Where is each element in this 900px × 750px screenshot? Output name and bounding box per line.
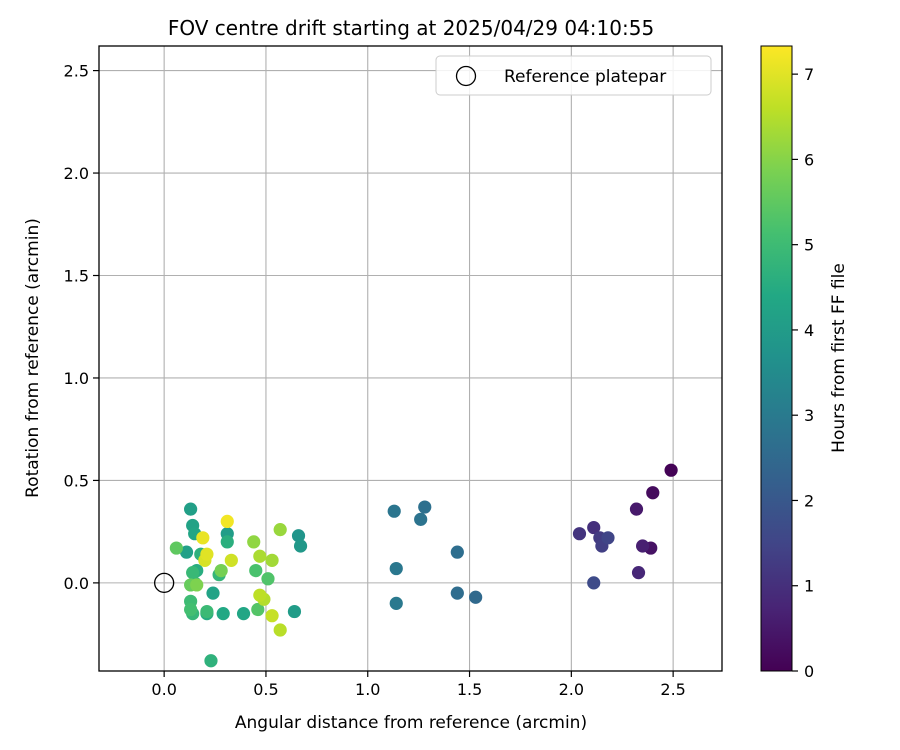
colorbar-tick-label: 6: [804, 150, 814, 169]
data-point: [261, 572, 275, 586]
data-point: [169, 541, 183, 555]
data-point: [572, 527, 587, 541]
colorbar-tick-label: 5: [804, 236, 814, 255]
data-point: [184, 602, 198, 617]
colorbar-label: Hours from first FF file: [829, 263, 849, 453]
x-tick-label: 1.5: [457, 680, 482, 699]
data-point: [247, 535, 261, 549]
data-point: [253, 549, 267, 563]
data-point: [635, 539, 650, 553]
data-point: [184, 502, 198, 516]
x-tick-label: 0.5: [253, 680, 278, 699]
x-tick-label: 0.0: [151, 680, 176, 699]
data-point: [216, 607, 230, 621]
data-point: [200, 547, 214, 561]
data-point: [204, 654, 218, 668]
data-point: [265, 609, 279, 623]
colorbar-bar: [760, 45, 793, 672]
data-point: [186, 566, 200, 580]
colorbar-tick-label: 1: [804, 577, 814, 596]
colorbar-tick-label: 7: [804, 65, 814, 84]
data-point: [179, 545, 194, 559]
data-point: [629, 502, 644, 516]
reference-marker-group: [154, 572, 175, 594]
y-tick-label: 0.0: [64, 574, 89, 593]
data-point: [249, 563, 263, 578]
data-point: [469, 590, 483, 604]
data-point: [631, 566, 646, 580]
legend-marker: [455, 65, 477, 87]
data-point: [224, 553, 238, 567]
y-tick-label: 2.0: [64, 164, 89, 183]
data-point: [214, 563, 228, 578]
chart-title: FOV centre drift starting at 2025/04/29 …: [168, 16, 654, 40]
data-point: [265, 553, 279, 567]
data-point: [273, 623, 287, 637]
data-point: [587, 520, 601, 535]
data-point: [220, 535, 234, 549]
y-tick-label: 1.0: [64, 369, 89, 388]
grid-lines: [99, 46, 722, 671]
data-point: [251, 602, 265, 617]
colorbar-tick-label: 0: [804, 662, 814, 681]
colorbar: 0 1 2 3 4 5 6 7 Hours from first FF file: [760, 45, 849, 681]
data-point: [293, 539, 308, 553]
data-point: [389, 561, 403, 576]
data-point: [601, 531, 615, 545]
data-point: [196, 531, 210, 545]
data-point: [418, 500, 432, 514]
colorbar-tick-label: 3: [804, 406, 814, 425]
y-tick-label: 1.5: [64, 267, 89, 286]
reference-marker: [154, 572, 175, 594]
data-point: [387, 504, 401, 518]
colorbar-ticks: 0 1 2 3 4 5 6 7: [792, 65, 814, 681]
data-point: [646, 486, 660, 500]
legend-entry-reference-platepar: Reference platepar: [504, 67, 666, 87]
data-point: [664, 463, 678, 477]
y-axis-label: Rotation from reference (arcmin): [23, 218, 43, 498]
data-point: [291, 529, 306, 543]
x-axis-label: Angular distance from reference (arcmin): [235, 713, 587, 733]
data-point: [206, 586, 220, 600]
y-axis-ticks: 0.0 0.5 1.0 1.5 2.0 2.5: [64, 62, 99, 593]
data-point: [389, 596, 403, 610]
data-point: [450, 586, 464, 600]
data-points: [169, 463, 678, 668]
data-point: [200, 604, 214, 619]
y-tick-label: 2.5: [64, 62, 89, 81]
x-axis-ticks: 0.0 0.5 1.0 1.5 2.0 2.5: [151, 671, 686, 699]
data-point: [587, 576, 601, 590]
data-point: [190, 578, 204, 592]
plot-frame: [98, 45, 723, 672]
x-tick-label: 2.5: [660, 680, 685, 699]
colorbar-tick-label: 4: [804, 321, 814, 340]
data-point: [220, 514, 234, 529]
data-point: [414, 512, 428, 526]
data-point: [273, 523, 287, 537]
data-point: [287, 604, 302, 619]
legend: Reference platepar: [435, 55, 712, 96]
data-point: [253, 588, 267, 602]
legend-box: [435, 55, 712, 96]
x-tick-label: 2.0: [559, 680, 584, 699]
x-tick-label: 1.0: [355, 680, 380, 699]
y-tick-label: 0.5: [64, 471, 89, 490]
data-point: [236, 607, 251, 621]
colorbar-tick-label: 2: [804, 491, 814, 510]
data-point: [450, 545, 464, 559]
